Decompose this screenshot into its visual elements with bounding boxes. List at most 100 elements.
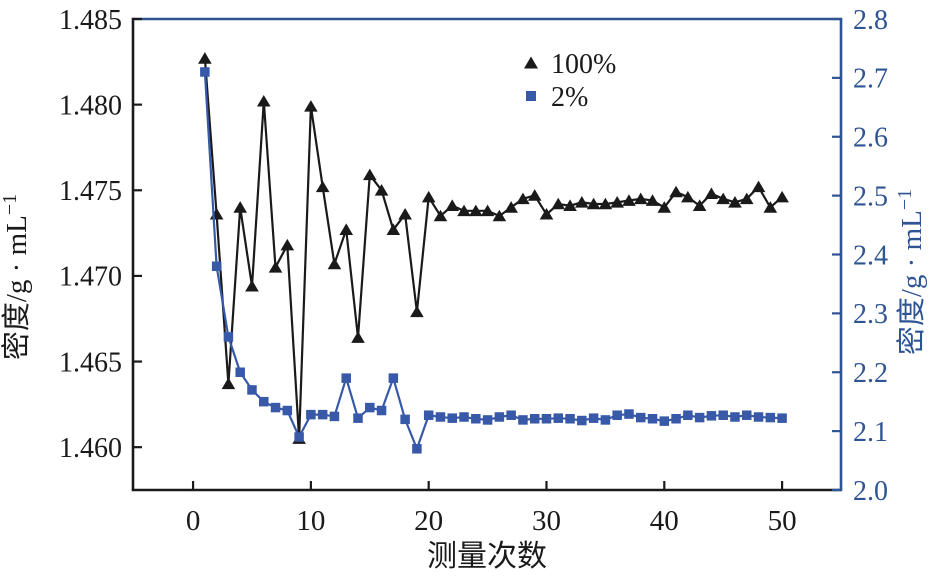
right-tick-label: 2.1 <box>853 417 888 448</box>
x-axis-label: 测量次数 <box>427 540 547 573</box>
square-marker <box>635 412 646 423</box>
triangle-marker <box>622 194 636 206</box>
square-marker <box>459 412 469 422</box>
left-axis-ticks: 1.485 1.480 1.475 1.470 1.465 1.460 <box>59 5 142 464</box>
triangle-marker <box>645 194 660 206</box>
triangle-marker <box>233 201 248 213</box>
square-marker <box>647 414 658 424</box>
square-marker <box>211 261 222 272</box>
square-marker <box>541 414 552 424</box>
triangle-marker <box>492 209 507 222</box>
right-tick-label: 2.4 <box>853 240 888 271</box>
square-marker <box>683 410 693 420</box>
left-axis-title: 密度/g · mL−1 <box>0 194 33 360</box>
triangle-marker <box>739 192 754 205</box>
square-marker <box>200 67 210 77</box>
legend-label-100: 100% <box>551 49 616 80</box>
left-tick-label: 1.480 <box>59 90 122 121</box>
square-marker <box>718 410 728 420</box>
triangle-marker <box>775 190 789 203</box>
triangle-marker <box>327 257 342 270</box>
square-marker <box>624 409 634 419</box>
square-marker <box>518 415 528 425</box>
triangle-marker <box>633 192 648 205</box>
right-tick-label: 2.7 <box>853 64 888 95</box>
triangle-marker <box>445 199 460 211</box>
triangle-marker <box>433 209 448 222</box>
square-marker <box>341 373 351 383</box>
left-tick-label: 1.470 <box>59 262 122 293</box>
right-tick-label: 2.0 <box>853 476 888 507</box>
triangle-marker <box>516 192 530 205</box>
square-marker <box>376 405 387 416</box>
square-marker <box>235 367 245 377</box>
right-tick-label: 2.2 <box>853 358 888 389</box>
square-marker <box>742 410 752 420</box>
square-marker <box>671 414 681 424</box>
triangle-marker <box>209 207 224 220</box>
series-2% <box>203 71 783 452</box>
square-marker <box>730 412 740 422</box>
triangle-marker <box>362 168 377 181</box>
square-marker <box>247 385 257 395</box>
legend-label-2: 2% <box>551 82 588 113</box>
triangle-marker <box>469 204 483 217</box>
square-marker <box>577 415 587 426</box>
square-marker <box>282 405 293 416</box>
square-marker <box>753 412 764 422</box>
triangle-marker <box>504 201 518 213</box>
square-marker <box>259 396 269 407</box>
x-tick-label: 0 <box>186 505 201 537</box>
square-marker <box>526 91 536 101</box>
right-tick-label: 2.6 <box>853 123 888 154</box>
triangle-marker <box>524 56 538 69</box>
triangle-marker <box>304 100 318 112</box>
series-2%-markers <box>200 67 787 454</box>
square-marker <box>400 414 410 425</box>
triangle-marker <box>221 377 236 390</box>
bottom-axis-ticks: 0 10 20 30 40 50 <box>186 481 797 537</box>
square-marker <box>294 432 304 442</box>
triangle-marker <box>374 184 389 196</box>
right-axis-ticks: 2.8 2.7 2.6 2.5 2.4 2.3 2.2 2.1 2.0 <box>832 5 888 507</box>
square-marker <box>777 413 787 423</box>
triangle-marker <box>657 201 672 213</box>
triangle-marker <box>398 207 412 220</box>
square-marker <box>435 412 446 422</box>
x-tick-label: 50 <box>768 505 797 537</box>
square-marker <box>765 412 776 423</box>
triangle-marker <box>339 223 354 235</box>
triangle-marker <box>610 196 624 208</box>
square-marker <box>694 412 705 423</box>
triangle-marker <box>551 197 566 210</box>
triangle-marker <box>315 180 330 193</box>
triangle-marker <box>280 238 295 251</box>
right-tick-label: 2.3 <box>853 299 888 330</box>
triangle-marker <box>268 261 283 273</box>
x-tick-label: 20 <box>414 505 443 537</box>
x-tick-label: 40 <box>650 505 679 537</box>
square-marker <box>494 412 505 422</box>
triangle-marker <box>539 207 554 220</box>
square-marker <box>270 402 281 413</box>
square-marker <box>412 444 422 454</box>
triangle-marker <box>704 187 719 200</box>
triangle-marker <box>728 196 742 208</box>
triangle-marker <box>763 201 778 213</box>
triangle-marker <box>256 94 271 107</box>
triangle-marker <box>198 52 212 64</box>
square-marker <box>600 415 611 425</box>
triangle-marker <box>245 279 259 292</box>
triangle-marker <box>480 204 495 217</box>
left-tick-label: 1.485 <box>59 5 122 36</box>
triangle-marker <box>716 192 730 205</box>
square-marker <box>506 410 516 420</box>
square-marker <box>447 413 457 423</box>
square-marker <box>365 402 375 413</box>
left-tick-label: 1.465 <box>59 347 122 378</box>
right-axis-title: 密度/g · mL−1 <box>894 189 928 355</box>
left-tick-label: 1.475 <box>59 176 122 207</box>
square-marker <box>553 413 564 423</box>
